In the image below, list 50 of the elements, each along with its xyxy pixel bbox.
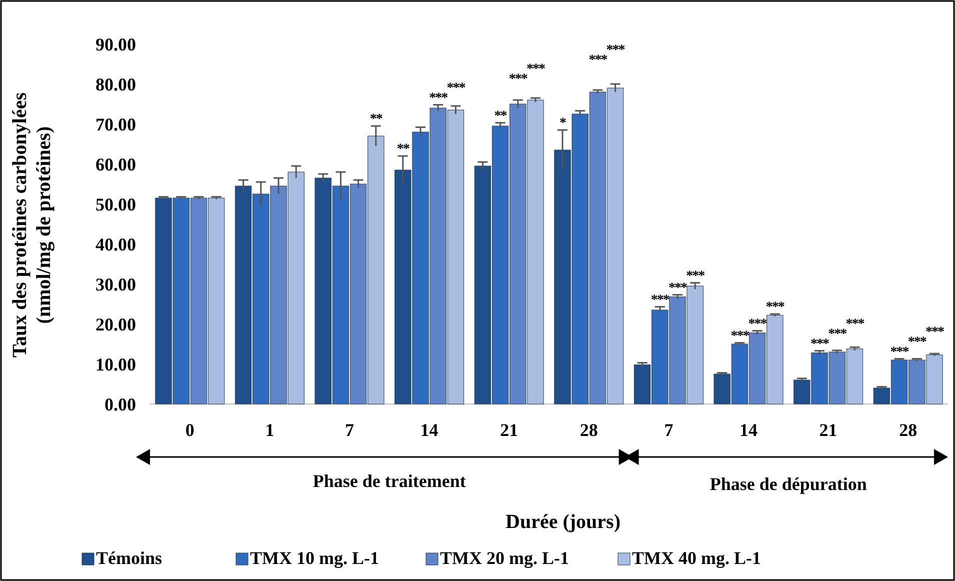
data-label: *** [446,80,466,96]
data-label: ** [396,142,410,157]
data-label: *** [508,72,528,87]
data-label: *** [766,300,785,315]
x-tick-label: 1 [265,420,274,440]
data-label: *** [668,280,688,296]
x-axis-title: Durée (jours) [506,511,620,533]
y-tick-label: 30.00 [96,274,136,294]
legend-label: TMX 10 mg. L-1 [250,548,379,568]
y-tick-label: 70.00 [96,114,136,134]
data-label: *** [730,328,750,344]
y-tick-label: 20.00 [96,314,136,334]
y-tick-label: 80.00 [96,74,136,94]
data-label: *** [526,62,546,77]
data-label: *** [828,326,848,342]
text: Phase de traitement [312,471,466,491]
x-tick-label: 28 [580,420,598,440]
x-tick-label: 14 [420,420,438,440]
x-tick-label: 21 [500,420,518,440]
data-label: *** [748,316,768,332]
data-label: *** [890,344,910,360]
data-label: *** [846,316,865,332]
x-tick-label: 28 [899,420,918,440]
x-tick-label: 0 [185,420,194,440]
y-axis-title: Taux des protéines carbonylées (nmol/mg de protéines) [9,92,55,358]
x-tick-label: 7 [664,420,674,440]
data-label: *** [588,52,608,68]
data-label: *** [429,90,448,106]
y-tick-label: 40.00 [96,234,136,254]
data-label: *** [810,336,830,352]
data-label: *** [908,334,927,350]
legend-label: TMX 40 mg. L-1 [632,548,761,568]
text: Phase de dépuration [710,474,867,494]
data-label: * [559,116,566,131]
data-label: ** [494,108,508,124]
y-tick-label: 50.00 [96,194,136,214]
y-tick-label: 10.00 [96,354,136,374]
y-tick-label: 90.00 [96,34,136,54]
data-label: *** [686,268,706,284]
y-tick-label: 0.00 [104,394,136,414]
data-label: *** [606,42,626,58]
x-tick-label: 21 [819,420,838,440]
x-tick-label: 7 [345,420,354,440]
data-label: *** [926,324,945,340]
legend-label: Témoins [96,548,162,568]
y-tick-label: 60.00 [96,154,136,174]
data-label: ** [370,112,383,127]
legend-label: TMX 20 mg. L-1 [440,548,569,568]
x-tick-label: 14 [740,420,758,440]
data-label: *** [650,292,670,308]
